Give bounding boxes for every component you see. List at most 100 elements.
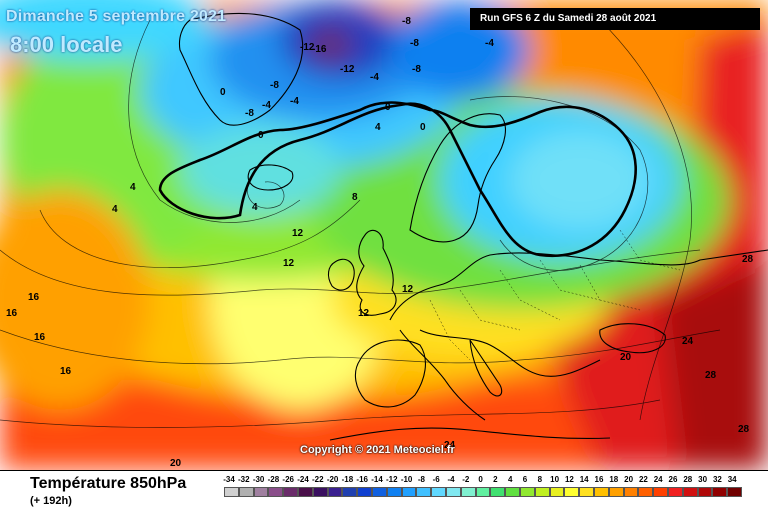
legend-tick: -20 bbox=[326, 475, 339, 484]
coast-africa bbox=[329, 427, 611, 441]
isotherm-label: 12 bbox=[402, 284, 414, 295]
coastlines bbox=[178, 12, 768, 441]
isotherm-label: 28 bbox=[738, 424, 750, 435]
legend-swatch bbox=[283, 487, 298, 497]
legend-swatch bbox=[549, 487, 565, 497]
legend-swatch bbox=[224, 487, 239, 497]
zero-isotherm bbox=[158, 101, 637, 258]
legend-tick: 28 bbox=[683, 475, 693, 484]
coast-blacksea bbox=[599, 323, 666, 354]
legend-swatch bbox=[475, 487, 491, 497]
coast-europe bbox=[389, 249, 768, 421]
legend-swatch bbox=[534, 487, 550, 497]
legend-tick: 14 bbox=[579, 475, 589, 484]
legend-tick: 6 bbox=[522, 475, 528, 484]
legend-swatch bbox=[268, 487, 284, 497]
legend-tick: 32 bbox=[712, 475, 722, 484]
forecast-date: Dimanche 5 septembre 2021 bbox=[6, 8, 227, 25]
country-borders bbox=[429, 229, 681, 361]
isotherm-label: 8 bbox=[352, 192, 358, 203]
parameter-title: Température 850hPa bbox=[30, 475, 187, 492]
legend-swatch bbox=[668, 487, 683, 497]
legend-tick: 24 bbox=[653, 475, 663, 484]
isotherm-label: 4 bbox=[112, 204, 118, 215]
legend-tick: 20 bbox=[624, 475, 634, 484]
coast-ireland bbox=[327, 258, 355, 291]
legend-swatch bbox=[505, 487, 520, 497]
isotherm-label: 4 bbox=[252, 202, 258, 213]
legend-tick: 30 bbox=[698, 475, 708, 484]
isotherm-label: 20 bbox=[620, 352, 632, 363]
legend-swatch bbox=[608, 487, 624, 497]
legend-tick: -10 bbox=[400, 475, 413, 484]
isotherm-label: -8 bbox=[410, 38, 419, 49]
legend-swatch bbox=[727, 487, 742, 497]
coast-britain bbox=[356, 229, 397, 316]
legend-tick: 4 bbox=[507, 475, 513, 484]
legend-tick: -2 bbox=[462, 475, 470, 484]
legend-swatch bbox=[520, 487, 535, 497]
isotherm-label: 28 bbox=[742, 254, 754, 265]
legend-swatch bbox=[460, 487, 476, 497]
legend-tick: 2 bbox=[493, 475, 498, 484]
legend-swatch bbox=[490, 487, 506, 497]
isotherm-label: -4 bbox=[485, 38, 494, 49]
legend-tick: -26 bbox=[282, 475, 294, 484]
isotherm-label: -8 bbox=[412, 64, 421, 75]
legend-tick: 26 bbox=[668, 475, 678, 484]
isotherm-label: 16 bbox=[28, 292, 40, 303]
legend-tick: -22 bbox=[312, 475, 324, 484]
legend-swatch bbox=[623, 487, 639, 497]
legend-swatch bbox=[653, 487, 668, 497]
coast-greenland bbox=[178, 12, 304, 126]
isotherm-label: 12 bbox=[283, 258, 295, 269]
isotherm-label: -12 bbox=[340, 64, 355, 75]
legend-swatch bbox=[712, 487, 728, 497]
legend-tick: -30 bbox=[252, 475, 265, 484]
forecast-lead-time: (+ 192h) bbox=[30, 495, 72, 507]
legend-tick: -6 bbox=[432, 475, 440, 484]
legend-tick: -24 bbox=[297, 475, 309, 484]
isotherm-label: -8 bbox=[270, 80, 279, 91]
legend-tick: -28 bbox=[267, 475, 280, 484]
legend-swatch bbox=[372, 487, 387, 497]
isotherm-label: 16 bbox=[60, 366, 72, 377]
legend-swatch bbox=[312, 487, 328, 497]
copyright-text: Copyright © 2021 Meteociel.fr bbox=[300, 444, 455, 456]
legend-tick: -14 bbox=[371, 475, 383, 484]
legend-tick: 10 bbox=[550, 475, 560, 484]
temperature-field bbox=[0, 0, 768, 470]
legend-swatch bbox=[253, 487, 269, 497]
isotherm-label: 4 bbox=[375, 122, 381, 133]
legend-swatch bbox=[386, 487, 402, 497]
coast-iberia bbox=[354, 339, 426, 408]
legend-swatch bbox=[697, 487, 713, 497]
coast-scandinavia bbox=[409, 113, 506, 243]
isotherm-label: -4 bbox=[262, 100, 271, 111]
legend-swatch bbox=[682, 487, 698, 497]
legend-tick: -32 bbox=[238, 475, 250, 484]
isotherm-label: 12 bbox=[358, 308, 370, 319]
isotherm-label: -8 bbox=[245, 108, 254, 119]
legend-swatch bbox=[357, 487, 372, 497]
legend-tick: -8 bbox=[417, 475, 425, 484]
isotherm-label: 16 bbox=[34, 332, 46, 343]
isotherm-label: 12 bbox=[292, 228, 304, 239]
isotherm-label: 0 bbox=[258, 130, 264, 141]
legend-swatch bbox=[342, 487, 358, 497]
isotherm-label: -4 bbox=[370, 72, 379, 83]
legend-tick: -16 bbox=[356, 475, 368, 484]
legend-tick: 34 bbox=[727, 475, 737, 484]
isotherm-label: 28 bbox=[705, 370, 717, 381]
legend-tick: -18 bbox=[341, 475, 354, 484]
legend-tick: -4 bbox=[447, 475, 455, 484]
run-info: Run GFS 6 Z du Samedi 28 août 2021 bbox=[470, 8, 760, 30]
legend-swatch bbox=[238, 487, 254, 497]
isotherm-label: -8 bbox=[402, 16, 411, 27]
legend-swatch bbox=[298, 487, 313, 497]
isotherm-label: 4 bbox=[130, 182, 136, 193]
legend-swatch bbox=[638, 487, 654, 497]
map-footer: Température 850hPa (+ 192h) -34 -32 -30 -28… bbox=[0, 470, 768, 513]
